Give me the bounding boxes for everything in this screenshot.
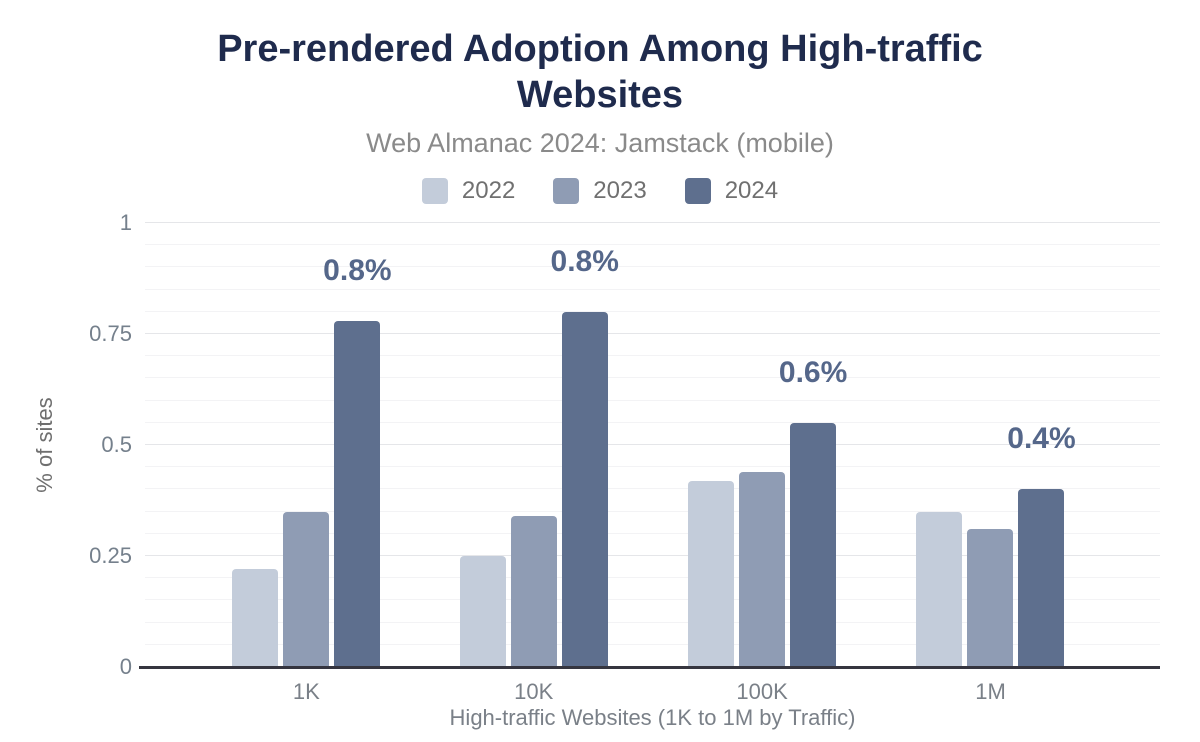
gridline-0.40 bbox=[145, 488, 1160, 490]
chart-title: Pre-rendered Adoption Among High-traffic… bbox=[217, 28, 983, 117]
legend-item-2023[interactable]: 2023 bbox=[553, 176, 647, 205]
legend-label: 2024 bbox=[724, 176, 779, 204]
bar-annotation-100K: 0.6% bbox=[778, 355, 848, 389]
y-tick-label-0.75: 0.75 bbox=[89, 321, 132, 346]
bar-group-100K: 0.6% bbox=[688, 223, 847, 667]
x-tick-label-1M: 1M bbox=[975, 679, 1006, 704]
gridline-0.55 bbox=[145, 421, 1160, 423]
bar-2023-10K[interactable] bbox=[510, 516, 557, 667]
y-tick-label-1: 1 bbox=[119, 210, 132, 235]
legend-swatch-2022 bbox=[421, 177, 448, 204]
y-axis-title: % of sites bbox=[32, 397, 57, 493]
bar-group-10K: 0.8% bbox=[459, 223, 619, 667]
x-axis-title: High-traffic Websites (1K to 1M by Traff… bbox=[449, 705, 856, 730]
gridline-0.15 bbox=[145, 599, 1160, 601]
bar-2024-100K[interactable] bbox=[790, 422, 837, 667]
legend: 2022 2023 2024 bbox=[0, 177, 1200, 205]
gridline-0.10 bbox=[145, 621, 1160, 623]
gridline-0.95 bbox=[145, 244, 1160, 246]
legend-label: 2023 bbox=[593, 176, 647, 204]
x-tick-label-100K: 100K bbox=[736, 679, 788, 704]
legend-item-2022[interactable]: 2022 bbox=[421, 176, 516, 205]
gridline-0.30 bbox=[145, 532, 1160, 534]
gridline-0.35 bbox=[145, 510, 1160, 512]
bar-2022-10K[interactable] bbox=[459, 556, 506, 667]
gridline-0.75 bbox=[145, 333, 1160, 334]
bar-annotation-1M: 0.4% bbox=[1007, 422, 1076, 456]
gridline-0.50 bbox=[145, 444, 1160, 445]
x-tick-label-1K: 1K bbox=[292, 679, 320, 704]
bar-2023-100K[interactable] bbox=[739, 471, 786, 667]
bar-2024-10K[interactable] bbox=[561, 311, 608, 667]
bar-2023-1M[interactable] bbox=[967, 529, 1014, 667]
bar-2022-100K[interactable] bbox=[688, 480, 735, 667]
bar-2024-1M[interactable] bbox=[1018, 489, 1065, 667]
bar-annotation-1K: 0.8% bbox=[323, 253, 392, 287]
bar-group-1M: 0.4% bbox=[916, 223, 1076, 667]
gridline-0.20 bbox=[145, 577, 1160, 579]
gridline-0.05 bbox=[145, 643, 1160, 645]
gridline-0.65 bbox=[145, 377, 1160, 379]
bar-2022-1K[interactable] bbox=[232, 569, 279, 667]
bar-group-1K: 0.8% bbox=[232, 223, 392, 667]
bar-2023-1K[interactable] bbox=[283, 511, 330, 667]
x-tick-label-10K: 10K bbox=[514, 679, 554, 704]
bar-2022-1M[interactable] bbox=[916, 511, 963, 667]
y-tick-label-0.5: 0.5 bbox=[101, 432, 132, 457]
legend-swatch-2023 bbox=[553, 177, 580, 204]
gridline-0.25 bbox=[145, 555, 1160, 556]
legend-item-2024[interactable]: 2024 bbox=[684, 176, 779, 205]
legend-swatch-2024 bbox=[684, 177, 711, 204]
gridline-1.00 bbox=[145, 222, 1160, 223]
y-tick-label-0.25: 0.25 bbox=[89, 543, 132, 568]
gridline-0.60 bbox=[145, 399, 1160, 401]
bar-annotation-10K: 0.8% bbox=[550, 244, 619, 278]
plot-area: % of sites High-traffic Websites (1K to … bbox=[32, 211, 1160, 730]
chart-subtitle: Web Almanac 2024: Jamstack (mobile) bbox=[366, 127, 834, 158]
bar-2024-1K[interactable] bbox=[334, 320, 381, 667]
legend-label: 2022 bbox=[461, 176, 516, 204]
gridline-0.70 bbox=[145, 355, 1160, 357]
gridline-0.85 bbox=[145, 288, 1160, 290]
y-tick-label-0: 0 bbox=[119, 654, 132, 679]
gridline-0.80 bbox=[145, 310, 1160, 312]
gridline-0.45 bbox=[145, 466, 1160, 468]
x-axis-line bbox=[139, 666, 1160, 669]
gridline-0.90 bbox=[145, 266, 1160, 268]
